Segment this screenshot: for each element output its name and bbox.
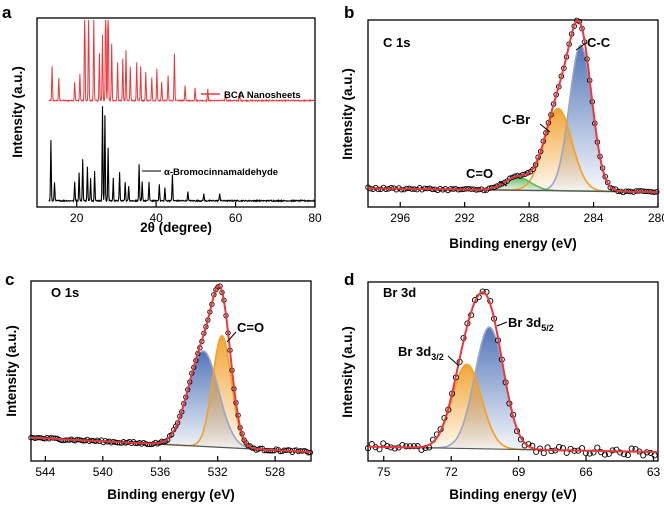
data-point <box>364 445 372 452</box>
xrd-series-0 <box>48 19 315 103</box>
x-tick-label: 66 <box>579 465 593 479</box>
x-tick-label: 528 <box>265 465 285 479</box>
data-point <box>414 443 421 450</box>
panel-c-ylabel: Intensity (a.u.) <box>4 325 19 417</box>
panel-d-ylabel: Intensity (a.u.) <box>340 326 355 418</box>
x-tick-label: 292 <box>455 211 475 225</box>
panel-b-xlabel: Binding energy (eV) <box>449 236 577 251</box>
annotation-c-o-oxygen: C=O <box>237 320 264 335</box>
x-tick-label: 80 <box>308 211 322 225</box>
data-point <box>617 449 624 456</box>
annotation-br-3d-5-2-sub: 5/2 <box>541 323 554 333</box>
panel-b-label: b <box>344 3 354 22</box>
fitted-envelope <box>31 284 311 453</box>
panel-c-title: O 1s <box>51 285 79 300</box>
xrd-series-1 <box>48 106 316 203</box>
x-tick-label: 75 <box>377 465 391 479</box>
data-point <box>479 288 486 295</box>
data-point <box>567 445 574 452</box>
x-tick-label: 532 <box>208 465 228 479</box>
annotation-c-o-pointer <box>498 180 508 187</box>
annotation-c-o: C=O <box>466 166 493 181</box>
panel-b-title: C 1s <box>383 35 410 50</box>
panel-a-label: a <box>2 3 12 22</box>
x-tick-label: 540 <box>93 465 113 479</box>
x-tick-label: 544 <box>35 465 55 479</box>
x-tick-label: 40 <box>149 211 163 225</box>
data-point <box>594 444 601 451</box>
annotation-br-3d-5-2-pointer <box>496 321 508 327</box>
data-point <box>638 187 644 194</box>
fitted-envelope <box>368 19 658 193</box>
panel-b-ylabel: Intensity (a.u.) <box>340 68 355 160</box>
data-point <box>540 450 547 457</box>
x-tick-label: 72 <box>444 465 458 479</box>
panel-d-frame <box>367 281 659 462</box>
data-point <box>410 443 417 450</box>
x-tick-label: 63 <box>647 465 661 479</box>
x-tick-label: 60 <box>229 211 243 225</box>
panel-c-o1s: c O 1s C=O Binding energy (eV) Intensity… <box>4 270 314 502</box>
data-point <box>391 445 398 452</box>
annotation-br-3d-3-2: Br 3d3/2 <box>398 344 444 362</box>
component-fill-2 <box>368 177 658 192</box>
x-tick-label: 536 <box>150 465 170 479</box>
annotation-c-br: C-Br <box>502 112 530 127</box>
annotation-c-br-pointer <box>539 123 551 133</box>
annotation-br-3d-5-2: Br 3d5/2 <box>508 315 554 333</box>
x-tick-label: 296 <box>390 211 410 225</box>
annotation-br-3d-5-2-main: Br 3d <box>508 315 541 330</box>
data-point <box>406 443 414 450</box>
annotation-br-3d-3-2-main: Br 3d <box>398 344 431 359</box>
panel-c-xlabel: Binding energy (eV) <box>107 487 235 502</box>
component-fill-0 <box>368 327 658 452</box>
annotation-br-3d-3-2-pointer <box>447 355 460 367</box>
x-tick-label: 284 <box>584 211 604 225</box>
annotation-c-c-pointer <box>575 42 587 51</box>
panel-d-br3d: d Br 3d Br 3d5/2 Br 3d3/2 Binding energy… <box>340 270 660 502</box>
panel-a-frame <box>36 17 316 208</box>
x-tick-label: 280 <box>648 211 664 225</box>
panel-a-xlabel: 2θ (degree) <box>140 220 212 235</box>
panel-a-xrd: a BCA Nanosheets α-Bromocinnamaldehyde 2… <box>2 3 322 235</box>
data-point <box>245 443 251 449</box>
panel-c-label: c <box>5 270 14 289</box>
annotation-c-c: C-C <box>587 35 611 50</box>
x-tick-label: 69 <box>512 465 526 479</box>
annotation-c-o-oxygen-pointer <box>226 331 237 343</box>
legend-bromocinnamaldehyde: α-Bromocinnamaldehyde <box>164 167 278 178</box>
panel-b-frame <box>367 19 659 208</box>
panel-d-title: Br 3d <box>383 285 416 300</box>
panel-d-label: d <box>344 270 354 289</box>
x-tick-label: 20 <box>70 211 84 225</box>
data-point <box>610 186 616 192</box>
x-tick-label: 288 <box>519 211 539 225</box>
component-fill-0 <box>368 45 658 193</box>
panel-a-ylabel: Intensity (a.u.) <box>10 66 25 158</box>
legend-bca-nanosheets: BCA Nanosheets <box>224 90 301 101</box>
panel-d-xlabel: Binding energy (eV) <box>449 487 577 502</box>
annotation-br-3d-3-2-sub: 3/2 <box>431 352 444 362</box>
fitted-envelope <box>368 291 658 453</box>
panel-c-frame <box>30 280 312 462</box>
panel-b-c1s: b C 1s C-C C-Br C=O Binding energy (eV) … <box>340 3 664 251</box>
